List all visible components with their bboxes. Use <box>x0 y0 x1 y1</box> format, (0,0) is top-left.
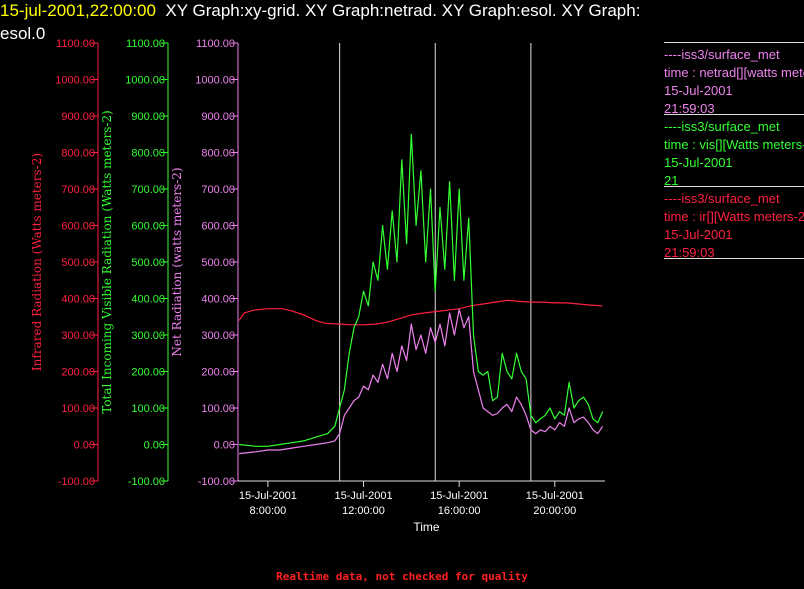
y-tick-label-ir: 300.00 <box>61 330 95 342</box>
legend-separator <box>664 42 804 43</box>
y-tick-label-vis: -100.00 <box>128 476 165 488</box>
y-tick-label-ir: 800.00 <box>61 148 95 160</box>
y-tick-label-vis: 500.00 <box>131 257 165 269</box>
y-tick-label-ir: 200.00 <box>61 367 95 379</box>
y-tick-label-ir: 0.00 <box>74 440 95 452</box>
x-tick-date: 15-Jul-2001 <box>430 490 488 502</box>
y-tick-label-ir: 600.00 <box>61 221 95 233</box>
legend-separator <box>664 114 804 115</box>
y-tick-label-net: 600.00 <box>201 221 235 233</box>
y-tick-label-vis: 200.00 <box>131 367 165 379</box>
x-tick-date: 15-Jul-2001 <box>526 490 584 502</box>
y-tick-label-ir: 500.00 <box>61 257 95 269</box>
series-line-net <box>239 308 604 455</box>
legend-variable: time : vis[][Watts meters-2] <box>664 137 804 152</box>
y-tick-label-net: 100.00 <box>201 403 235 415</box>
legend-variable: time : netrad[][watts meters-2] <box>664 65 804 80</box>
y-tick-label-net: 400.00 <box>201 294 235 306</box>
y-tick-label-vis: 0.00 <box>144 440 165 452</box>
x-tick-time: 8:00:00 <box>250 505 287 517</box>
y-tick-label-vis: 300.00 <box>131 330 165 342</box>
y-axis-title-ir: Infrared Radiation (Watts meters-2) <box>30 153 44 371</box>
y-axis-title-vis: Total Incoming Visible Radiation (Watts … <box>100 110 114 414</box>
x-axis-title: Time <box>413 520 440 534</box>
legend-separator <box>664 186 804 187</box>
quality-disclaimer: Realtime data, not checked for quality <box>276 570 528 583</box>
y-tick-label-net: -100.00 <box>198 476 235 488</box>
y-tick-label-net: 200.00 <box>201 367 235 379</box>
y-tick-label-vis: 400.00 <box>131 294 165 306</box>
x-tick-time: 16:00:00 <box>438 505 481 517</box>
y-tick-label-net: 1000.00 <box>195 75 235 87</box>
y-tick-label-net: 0.00 <box>214 440 235 452</box>
y-tick-label-vis: 600.00 <box>131 221 165 233</box>
y-tick-label-vis: 900.00 <box>131 111 165 123</box>
x-tick-time: 12:00:00 <box>342 505 385 517</box>
legend-station: ----iss3/surface_met <box>664 119 780 134</box>
graph-title-text: XY Graph:xy-grid. XY Graph:netrad. XY Gr… <box>165 1 641 20</box>
legend-station: ----iss3/surface_met <box>664 47 780 62</box>
legend-end-separator <box>664 258 804 262</box>
y-tick-label-ir: -100.00 <box>58 476 95 488</box>
legend-time: 21:59:03 <box>664 101 715 116</box>
graph-title-continued: esol.0 <box>0 24 46 43</box>
legend-time: 21 <box>664 173 679 188</box>
y-tick-label-net: 300.00 <box>201 330 235 342</box>
y-tick-label-net: 1100.00 <box>196 38 235 50</box>
x-tick-time: 20:00:00 <box>533 505 576 517</box>
y-tick-label-ir: 900.00 <box>61 111 95 123</box>
y-tick-label-vis: 700.00 <box>131 184 165 196</box>
y-tick-label-net: 800.00 <box>201 148 235 160</box>
y-tick-label-net: 500.00 <box>201 257 235 269</box>
legend-date: 15-Jul-2001 <box>664 155 733 170</box>
y-tick-label-ir: 1000.00 <box>55 75 95 87</box>
y-tick-label-ir: 700.00 <box>61 184 95 196</box>
legend-variable: time : ir[][Watts meters-2] <box>664 209 804 224</box>
graph-title: 15-jul-2001,22:00:00 XY Graph:xy-grid. X… <box>0 1 640 21</box>
y-tick-label-net: 900.00 <box>201 111 235 123</box>
y-tick-label-vis: 1100.00 <box>126 38 165 50</box>
y-tick-label-vis: 800.00 <box>131 148 165 160</box>
y-tick-label-net: 700.00 <box>201 184 235 196</box>
timestamp: 15-jul-2001,22:00:00 <box>0 1 156 20</box>
legend-station: ----iss3/surface_met <box>664 191 780 206</box>
x-tick-date: 15-Jul-2001 <box>239 490 297 502</box>
y-tick-label-vis: 1000.00 <box>125 75 165 87</box>
y-tick-label-ir: 100.00 <box>61 403 95 415</box>
series-line-vis <box>239 133 604 447</box>
y-axis-title-net: Net Radiation (watts meters-2) <box>170 167 184 356</box>
legend-date: 15-Jul-2001 <box>664 227 733 242</box>
legend-date: 15-Jul-2001 <box>664 83 733 98</box>
x-tick-date: 15-Jul-2001 <box>334 490 392 502</box>
y-tick-label-ir: 1100.00 <box>56 38 95 50</box>
y-tick-label-vis: 100.00 <box>131 403 165 415</box>
legend-time: 21:59:03 <box>664 245 715 260</box>
series-line-ir <box>238 299 603 326</box>
y-tick-label-ir: 400.00 <box>61 294 95 306</box>
